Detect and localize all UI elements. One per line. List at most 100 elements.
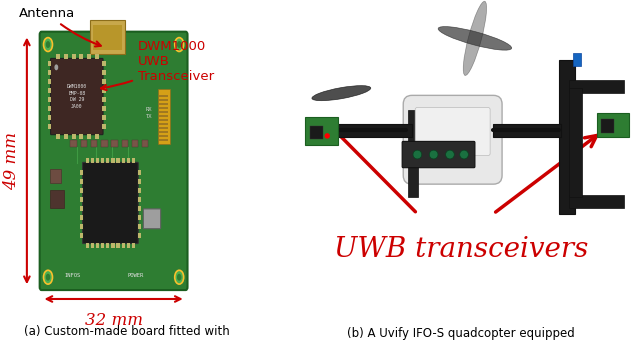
Bar	[570, 195, 624, 208]
Bar	[50, 169, 61, 183]
Bar	[573, 53, 581, 66]
Bar	[138, 206, 141, 211]
FancyBboxPatch shape	[83, 162, 138, 243]
Bar	[93, 25, 122, 49]
Bar	[48, 70, 51, 75]
Bar	[159, 111, 168, 113]
Circle shape	[324, 133, 330, 139]
Bar	[101, 139, 108, 147]
Bar	[70, 139, 77, 147]
Circle shape	[44, 270, 52, 284]
Bar	[570, 80, 624, 93]
Bar	[48, 115, 51, 120]
Bar	[48, 106, 51, 111]
Bar	[138, 224, 141, 229]
Bar	[159, 123, 168, 125]
Bar	[80, 233, 83, 238]
Bar	[138, 215, 141, 220]
Bar	[102, 97, 106, 102]
Bar	[127, 159, 130, 163]
Circle shape	[460, 150, 468, 159]
Bar	[111, 139, 118, 147]
Bar	[87, 134, 91, 138]
Bar	[50, 190, 64, 208]
Bar	[159, 115, 168, 117]
Bar	[493, 124, 561, 137]
Circle shape	[54, 64, 58, 70]
Circle shape	[46, 274, 51, 281]
Bar	[122, 242, 125, 248]
Bar	[158, 89, 170, 144]
Bar	[138, 179, 141, 184]
Ellipse shape	[463, 1, 486, 75]
Bar	[138, 233, 141, 238]
Circle shape	[44, 38, 52, 51]
Bar	[122, 159, 125, 163]
Bar	[72, 134, 76, 138]
Bar	[102, 61, 106, 66]
Text: TX: TX	[146, 114, 152, 119]
Text: RX: RX	[146, 107, 152, 112]
Bar	[86, 159, 89, 163]
FancyBboxPatch shape	[51, 58, 103, 135]
FancyBboxPatch shape	[402, 142, 475, 168]
Text: UWB transceivers: UWB transceivers	[333, 236, 588, 263]
Bar	[80, 188, 83, 193]
Bar	[48, 97, 51, 102]
Bar	[56, 134, 60, 138]
Ellipse shape	[312, 86, 371, 101]
Bar	[159, 131, 168, 133]
Bar	[48, 79, 51, 84]
Bar	[80, 179, 83, 184]
Bar	[408, 109, 419, 197]
Bar	[559, 60, 575, 214]
Bar	[159, 138, 168, 140]
Bar	[102, 124, 106, 129]
Text: DWM1000
BMP-08
DW 29
JA00: DWM1000 BMP-08 DW 29 JA00	[67, 84, 87, 109]
Bar	[80, 215, 83, 220]
Bar	[159, 135, 168, 137]
Bar	[91, 139, 97, 147]
Circle shape	[177, 41, 182, 48]
Bar	[138, 170, 141, 175]
Bar	[80, 224, 83, 229]
Bar	[79, 134, 83, 138]
Bar	[132, 139, 138, 147]
Bar	[95, 134, 99, 138]
Circle shape	[175, 38, 184, 51]
Bar	[159, 99, 168, 101]
Bar	[48, 88, 51, 93]
Bar	[95, 55, 99, 59]
Circle shape	[413, 150, 422, 159]
Bar	[48, 124, 51, 129]
Bar	[80, 197, 83, 202]
Bar	[80, 206, 83, 211]
Bar	[106, 159, 109, 163]
Text: (a) Custom-made board fitted with: (a) Custom-made board fitted with	[24, 325, 229, 338]
Text: INFOS: INFOS	[64, 273, 80, 278]
Bar	[64, 134, 68, 138]
Text: Antenna: Antenna	[19, 7, 100, 46]
Bar	[79, 55, 83, 59]
Bar	[305, 117, 338, 145]
Bar	[72, 55, 76, 59]
Bar	[138, 188, 141, 193]
Bar	[116, 159, 120, 163]
Bar	[127, 242, 130, 248]
Bar	[132, 242, 135, 248]
Bar	[101, 242, 104, 248]
Bar	[86, 242, 89, 248]
Bar	[142, 139, 148, 147]
Bar	[96, 242, 99, 248]
Bar	[138, 197, 141, 202]
Text: (b) A Uvify IFO-S quadcopter equipped: (b) A Uvify IFO-S quadcopter equipped	[347, 327, 575, 340]
Text: 49 mm: 49 mm	[3, 132, 20, 190]
FancyBboxPatch shape	[143, 209, 161, 229]
FancyBboxPatch shape	[40, 32, 188, 290]
Text: POWER: POWER	[128, 273, 144, 278]
Bar	[90, 20, 125, 55]
Bar	[111, 242, 115, 248]
Bar	[122, 139, 128, 147]
Bar	[56, 55, 60, 59]
Bar	[159, 127, 168, 129]
